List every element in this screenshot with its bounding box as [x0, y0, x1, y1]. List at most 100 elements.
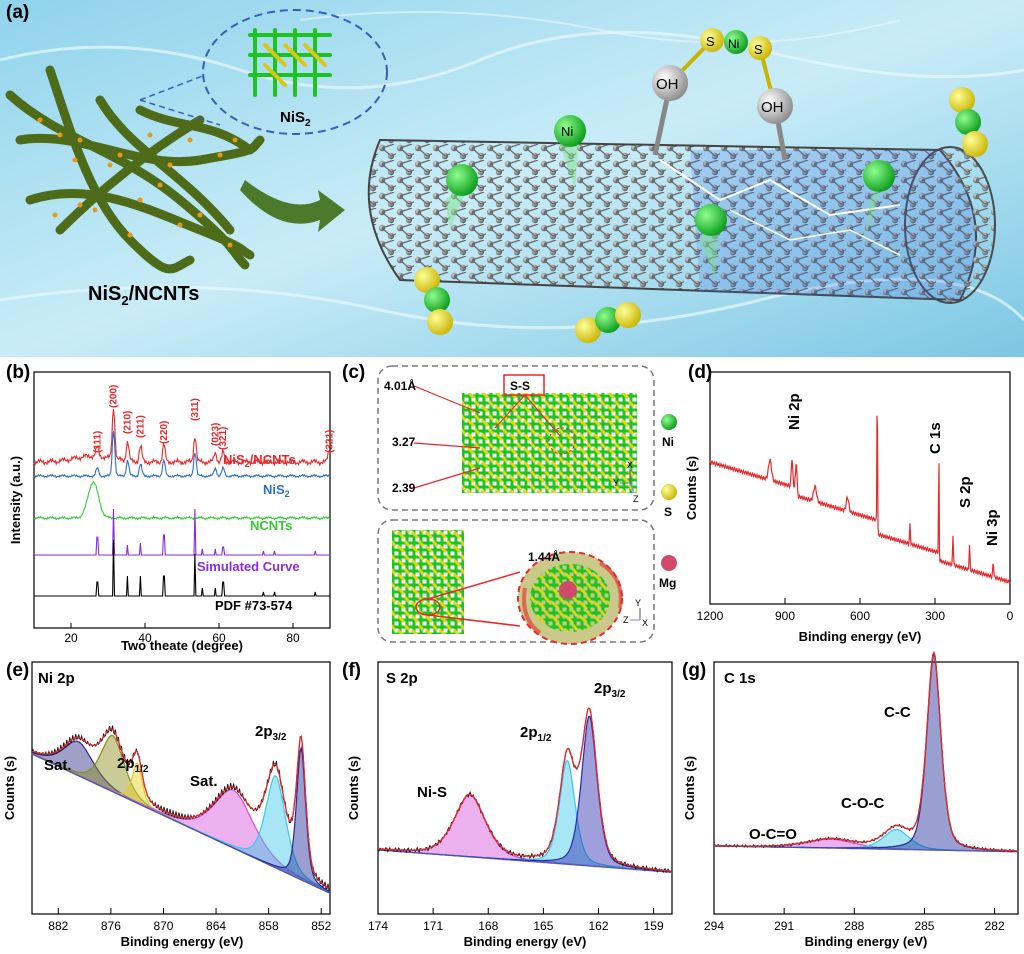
ss-box [503, 374, 545, 396]
peak-ni2p: Ni 2p [786, 393, 803, 430]
xrd-plot-frame [33, 371, 331, 629]
c1s-fill-component-fill [714, 654, 1018, 852]
ni2p-fill-background [31, 753, 330, 894]
legend-simulated: Simulated Curve [197, 559, 300, 574]
s2p-fill-xtick-label: 174 [368, 919, 388, 933]
axis-bottom-y: Y [635, 598, 641, 608]
panel-d-label: (d) [688, 362, 713, 383]
ni2p-xlabel: Binding energy (eV) [121, 934, 244, 949]
legend-pdf: PDF #73-574 [215, 598, 293, 613]
c1s-oco: O-C=O [749, 826, 797, 843]
s2p-fill-component-fill [378, 716, 672, 873]
structure-box-bottom [377, 519, 655, 643]
hkl-label: (211) [136, 415, 147, 438]
xrd-curve-ncnts [33, 480, 331, 521]
ss-label: S-S [510, 379, 530, 393]
distance-239: 2.39 [392, 481, 416, 495]
s2p-fill-xtick-label: 165 [533, 919, 553, 933]
c1s-cc: C-C [884, 704, 911, 721]
ni-atom-label: Ni [561, 124, 573, 139]
c1s-fill-background [714, 845, 1017, 853]
top-lattice [462, 393, 637, 493]
s2p-fill-xtick-label: 162 [588, 919, 608, 933]
hkl-label: (321) [218, 427, 229, 450]
panel-f-label: (f) [342, 660, 361, 681]
c1s-fill-component-line [714, 652, 1017, 852]
xrd-xlabel: Two theate (degree) [121, 638, 243, 653]
panel-d: (d) 1200 900 600 300 0 Ni 2p C 1s S 2p Ni 3p… [684, 358, 1024, 658]
s2p-fill-fit-envelope [377, 707, 672, 872]
nis2-particles [37, 117, 238, 248]
axis-bottom-x: X [642, 618, 648, 628]
xrd-curve-nis2 [33, 431, 331, 479]
xrd-curve-pdf [34, 539, 330, 597]
c1s-chart: 294 291 288 285 282 C 1s O-C=O C-O-C C-C Cou… [682, 650, 1019, 949]
xrd-curve-simulated [34, 508, 330, 556]
hkl-label: (023) [210, 423, 221, 446]
ni-bridge-label: Ni [728, 37, 739, 51]
xrd-xtick-label: 20 [64, 631, 78, 645]
panel-a: NiS2 NiS2/NCNTs Ni [0, 0, 1024, 357]
ni2p-sat1: Sat. [44, 757, 72, 774]
ni2p-fill-xtick-label: 870 [153, 919, 173, 933]
survey-xlabel: Binding energy (eV) [799, 629, 922, 644]
axis-bottom-z: Z [623, 615, 629, 625]
survey-xtick-label: 900 [775, 609, 795, 623]
c1s-ylabel: Counts (s) [682, 756, 697, 820]
survey-xtick-label: 0 [1007, 609, 1014, 623]
survey-ylabel: Counts (s) [684, 456, 699, 520]
legend-nis2: NiS2 [263, 482, 290, 499]
oh-bridge: OH OH S Ni S [652, 28, 793, 161]
ni2p-fill-fit-envelope [31, 728, 330, 889]
s2p-fill-xtick-label: 159 [644, 919, 664, 933]
ni2p-fill-component-fill [32, 748, 330, 894]
survey-xtick-label: 1200 [697, 609, 724, 623]
ni2p-fill-xtick-label: 852 [311, 919, 331, 933]
ni2p-p32: 2p3/2 [255, 723, 287, 743]
s2p-plot-frame [377, 661, 673, 915]
s2p-xlabel: Binding energy (eV) [464, 934, 587, 949]
panel-g: (g) 294 291 288 285 282 C 1s O-C=O C-O-C C-C… [680, 650, 1024, 954]
legend-nis2-ncnts: NiS2/NCNTs [223, 452, 296, 469]
legend-s: S [664, 505, 672, 519]
panel-e: (e) 882 876 870 864 858 852 Ni 2p Sat. 2p1/2 … [0, 658, 340, 954]
ni2p-fill-xtick-label: 858 [259, 919, 279, 933]
c1s-fill-xtick-label: 288 [844, 919, 864, 933]
ni2p-fill-component-fill [32, 735, 330, 894]
axis-gizmo-bottom: Y Z X [623, 598, 648, 628]
c1s-fill-fit-envelope [714, 650, 1017, 852]
ni2p-fill-raw-data [31, 725, 330, 891]
hkl-label: (111) [92, 431, 103, 453]
s2p-fill-component-fill [378, 795, 672, 873]
c1s-fill-xtick-label: 291 [774, 919, 794, 933]
ni2p-fill-xtick-label: 882 [48, 919, 68, 933]
legend-mg: Mg [659, 576, 676, 590]
legend-ni: Ni [662, 435, 674, 449]
xrd-chart: 20 40 60 80 (111) (200)(210) (211) (220) (311) (… [8, 371, 335, 653]
s2p-chart: 174 171 168 165 162 159 S 2p Ni-S 2p1/2 2p3/2… [346, 661, 673, 949]
ncnt-fiber-bundle [5, 65, 265, 274]
bottom-lattice [392, 530, 623, 645]
composite-label: NiS2/NCNTs [88, 283, 199, 308]
c1s-fill-raw-data [713, 651, 1018, 853]
transformation-arrow [240, 180, 345, 232]
hkl-label: (311) [190, 398, 201, 421]
panel-c-label: (c) [342, 362, 366, 383]
axis-top-x: X [627, 460, 633, 470]
survey-xtick-label: 300 [925, 609, 945, 623]
ni2p-plot-frame [31, 661, 331, 915]
c1s-coc: C-O-C [841, 795, 884, 812]
peak-ni3p: Ni 3p [984, 509, 1001, 546]
panel-b: (b) 20 40 60 80 (111) (200) (210) (211) (220) (3… [0, 358, 340, 658]
ni2p-sat2: Sat. [190, 773, 218, 790]
ni2p-fill-component-fill [32, 741, 330, 894]
legend-ncnts: NCNTs [250, 518, 292, 533]
distance-327: 3.27 [392, 435, 416, 449]
survey-curve [709, 415, 1011, 586]
ni-atoms: Ni [445, 115, 895, 280]
c1s-plot-frame [713, 661, 1019, 915]
xrd-xtick-label: 40 [138, 631, 152, 645]
peak-s2p: S 2p [957, 476, 974, 508]
panel-f: (f) 174 171 168 165 162 159 S 2p Ni-S 2p1/2 2… [340, 658, 680, 954]
s2p-p32: 2p3/2 [594, 680, 626, 700]
